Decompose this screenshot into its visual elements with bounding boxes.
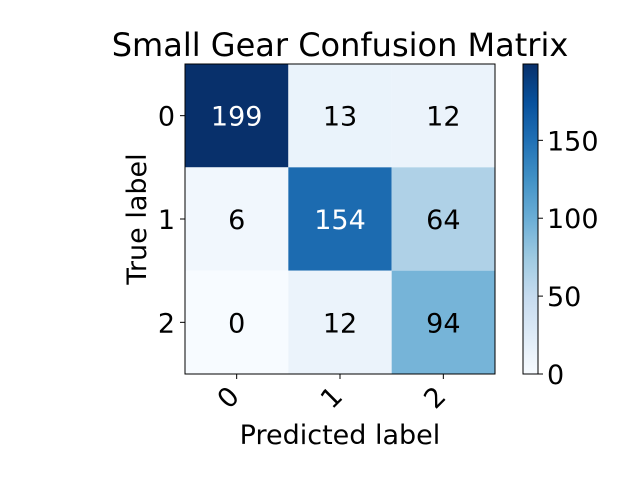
x-axis-label: Predicted label — [240, 420, 441, 451]
heatmap-cell-0-1 — [288, 64, 392, 168]
cell-value-label: 154 — [314, 205, 366, 236]
colorbar-ticks: 0 50 100 150 — [538, 126, 599, 391]
y-axis-label: True label — [122, 153, 153, 285]
heatmap-cell-1-2 — [391, 167, 495, 271]
x-tick-label: 0 — [212, 381, 246, 415]
y-tick-label: 2 — [158, 308, 175, 339]
heatmap-cell-2-2 — [391, 270, 495, 374]
colorbar-tick-label: 50 — [547, 282, 581, 313]
y-tick-label: 0 — [158, 102, 175, 133]
colorbar-tick-label: 0 — [547, 360, 564, 391]
cell-value-label: 12 — [323, 308, 357, 339]
heatmap-cells — [185, 64, 495, 374]
colorbar — [522, 63, 539, 375]
cell-value-label: 13 — [323, 102, 357, 133]
heatmap-cell-0-0 — [185, 64, 289, 168]
heatmap-cell-labels: 199 13 12 6 154 64 0 12 94 — [211, 102, 461, 340]
colorbar-tick-label: 150 — [547, 126, 599, 157]
colorbar-tick-label: 100 — [547, 204, 599, 235]
heatmap-cell-0-2 — [391, 64, 495, 168]
y-axis-ticks: 0 1 2 — [158, 102, 185, 339]
cell-value-label: 0 — [228, 308, 245, 339]
heatmap-cell-2-0 — [185, 270, 289, 374]
x-tick-label: 2 — [418, 381, 452, 415]
x-tick-label: 1 — [315, 381, 349, 415]
cell-value-label: 6 — [228, 205, 245, 236]
heatmap-cell-1-1 — [288, 167, 392, 271]
chart-title: Small Gear Confusion Matrix — [112, 26, 569, 64]
cell-value-label: 12 — [426, 102, 460, 133]
cell-value-label: 199 — [211, 102, 263, 133]
heatmap-cell-2-1 — [288, 270, 392, 374]
x-axis-ticks: 0 1 2 — [212, 374, 452, 415]
heatmap-cell-1-0 — [185, 167, 289, 271]
cell-value-label: 64 — [426, 205, 460, 236]
y-tick-label: 1 — [158, 205, 175, 236]
cell-value-label: 94 — [426, 308, 460, 339]
